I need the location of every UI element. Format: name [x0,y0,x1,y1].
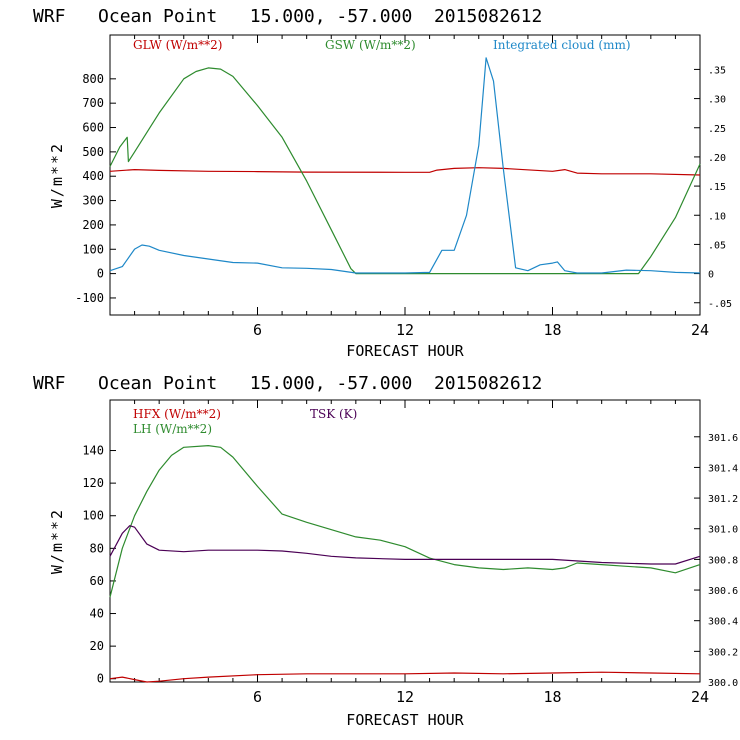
y-tick-label: 100 [82,242,104,256]
x-tick-label: 12 [396,688,414,706]
legend-entry-hfx: HFX (W/m**2) [133,407,221,421]
x-tick-label: 6 [253,688,262,706]
y-tick-label: 120 [82,476,104,490]
series-line-integrated [109,57,701,274]
y-tick-label: 0 [97,672,104,686]
y-tick-label: 800 [82,72,104,86]
y2-tick-label: 301.2 [708,494,738,505]
x-axis-label: FORECAST HOUR [346,342,464,360]
y2-tick-label: 301.0 [708,525,738,536]
y-tick-label: 200 [82,218,104,232]
y2-tick-label: 300.4 [708,617,738,628]
y-axis-label: W/m**2 [48,508,66,574]
y2-tick-label: .05 [708,240,726,251]
x-tick-label: 6 [253,321,262,339]
legend-entry-lh: LH (W/m**2) [133,422,212,436]
y-tick-label: 20 [90,639,104,653]
y-tick-label: 80 [90,541,104,555]
y-tick-label: 100 [82,509,104,523]
y2-tick-label: .25 [708,124,726,135]
legend-entry-integrated: Integrated cloud (mm) [493,38,631,52]
y-tick-label: 400 [82,169,104,183]
y-tick-label: 600 [82,121,104,135]
y-tick-label: 0 [97,267,104,281]
legend-entry-tsk: TSK (K) [310,407,357,421]
y2-tick-label: .15 [708,182,726,193]
legend-entry-gsw: GSW (W/m**2) [325,38,416,52]
chart-panel-2: WRF Ocean Point 15.000, -57.000 20150826… [33,373,738,729]
y-tick-label: 40 [90,607,104,621]
legend-entry-glw: GLW (W/m**2) [133,38,222,52]
plot-frame [109,399,701,683]
y-tick-label: -100 [75,291,104,305]
chart-title: WRF Ocean Point 15.000, -57.000 20150826… [33,6,542,27]
x-tick-label: 12 [396,321,414,339]
x-axis-label: FORECAST HOUR [346,711,464,729]
y2-tick-label: 300.2 [708,647,738,658]
x-tick-label: 24 [691,688,709,706]
chart-title: WRF Ocean Point 15.000, -57.000 20150826… [33,373,542,394]
y2-tick-label: -.05 [708,299,732,310]
y2-tick-label: 301.6 [708,433,738,444]
y-axis-label: W/m**2 [48,142,66,208]
y2-tick-label: 0 [708,270,714,281]
y2-tick-label: 301.4 [708,463,738,474]
x-tick-label: 18 [543,321,561,339]
y-tick-label: 700 [82,96,104,110]
y2-tick-label: .10 [708,211,726,222]
y2-tick-label: .35 [708,65,726,76]
y-tick-label: 60 [90,574,104,588]
series-line-hfx [109,671,701,683]
y2-tick-label: 300.6 [708,586,738,597]
series-line-lh [109,445,701,598]
x-tick-label: 24 [691,321,709,339]
y2-tick-label: .30 [708,95,726,106]
y-tick-label: 140 [82,444,104,458]
y2-tick-label: .20 [708,153,726,164]
y-tick-label: 300 [82,194,104,208]
series-line-glw [109,167,701,176]
x-tick-label: 18 [543,688,561,706]
series-line-tsk [109,525,701,565]
y2-tick-label: 300.8 [708,555,738,566]
y-tick-label: 500 [82,145,104,159]
y2-tick-label: 300.0 [708,678,738,689]
series-line-gsw [109,67,701,275]
chart-panel-1: WRF Ocean Point 15.000, -57.000 20150826… [33,6,732,360]
